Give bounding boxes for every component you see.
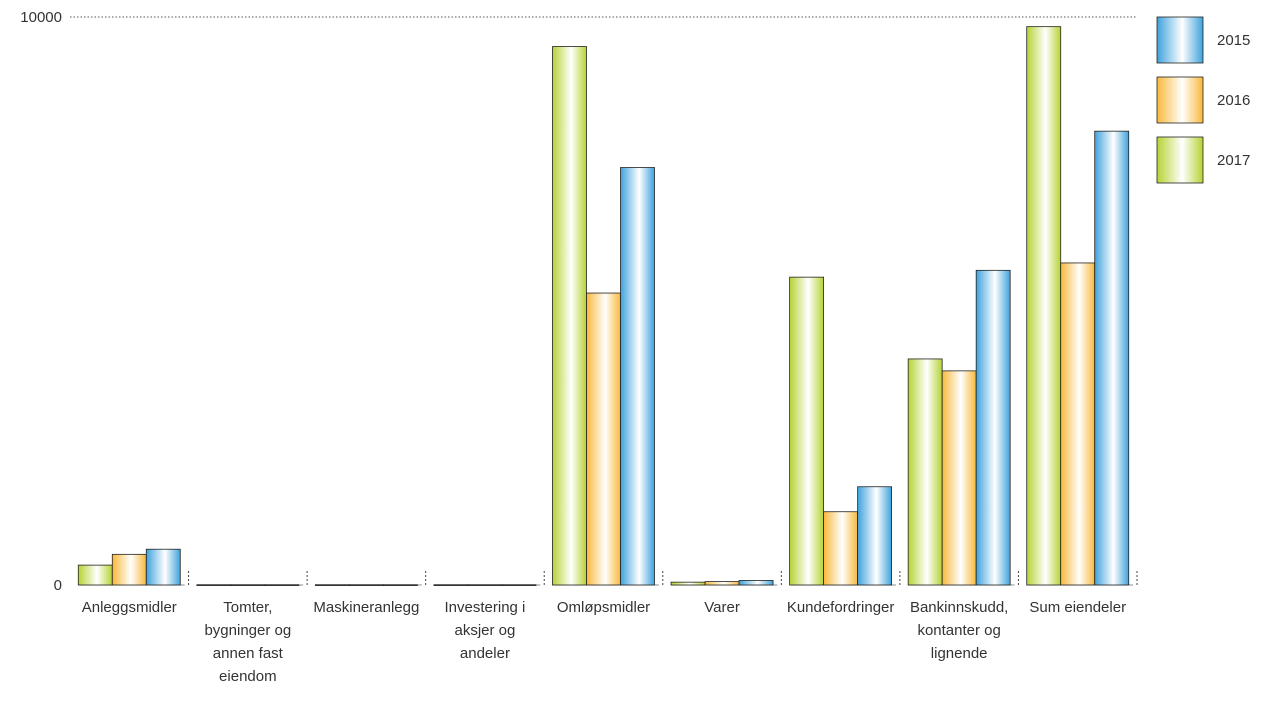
bar-2017-7 xyxy=(907,358,943,586)
bar-2015-2 xyxy=(382,584,418,586)
bar-2016-3 xyxy=(467,584,503,586)
bar-2017-6 xyxy=(789,276,825,586)
bar-2017-2 xyxy=(314,584,350,586)
category-label: Investering i aksjer og andeler xyxy=(445,599,526,662)
category-label: Omløpsmidler xyxy=(557,599,650,616)
bar-2016-7 xyxy=(941,370,977,586)
y-tick-label: 0 xyxy=(54,577,62,594)
bar-2015-4 xyxy=(620,167,655,586)
bar-2015-5 xyxy=(738,580,774,586)
bar-2015-8 xyxy=(1094,130,1130,586)
bar-2017-1 xyxy=(196,584,232,586)
category-label: Anleggsmidler xyxy=(82,599,177,616)
category-label: Varer xyxy=(704,599,740,616)
bar-2017-4 xyxy=(552,46,587,586)
bar-2017-3 xyxy=(433,584,469,586)
legend-label-2017: 2017 xyxy=(1217,152,1250,169)
bar-2016-1 xyxy=(230,584,266,586)
legend: 2015 2016 2017 xyxy=(1156,16,1250,184)
y-tick-label: 10000 xyxy=(20,9,62,26)
category-label: Tomter, bygninger og annen fast eiendom xyxy=(204,599,291,685)
bar-2016-4 xyxy=(586,292,621,586)
legend-swatch-2017 xyxy=(1156,136,1204,184)
bar-2016-0 xyxy=(111,553,147,586)
bar-2017-8 xyxy=(1026,26,1062,586)
bar-2016-6 xyxy=(823,511,859,586)
bar-2016-2 xyxy=(348,584,384,586)
category-label: Bankinnskudd, kontanter og lignende xyxy=(910,599,1008,662)
category-label: Kundefordringer xyxy=(787,599,895,616)
bar-2015-6 xyxy=(857,486,893,586)
bar-2015-1 xyxy=(264,584,300,586)
legend-swatch-2016 xyxy=(1156,76,1204,124)
bar-2015-0 xyxy=(145,548,181,586)
bar-2017-5 xyxy=(670,581,706,586)
labels-layer: 0 10000 Anleggsmidler Tomter, bygninger og an… xyxy=(20,9,1126,685)
bars-layer xyxy=(77,26,1130,586)
legend-label-2015: 2015 xyxy=(1217,32,1250,49)
bar-2015-7 xyxy=(975,269,1011,586)
legend-label-2016: 2016 xyxy=(1217,92,1250,109)
category-label: Maskineranlegg xyxy=(313,599,419,616)
category-label: Sum eiendeler xyxy=(1029,599,1126,616)
bar-2017-0 xyxy=(77,564,113,586)
legend-swatch-2015 xyxy=(1156,16,1204,64)
bar-2016-5 xyxy=(704,581,740,586)
bar-2016-8 xyxy=(1060,262,1096,586)
bar-2015-3 xyxy=(501,584,537,586)
